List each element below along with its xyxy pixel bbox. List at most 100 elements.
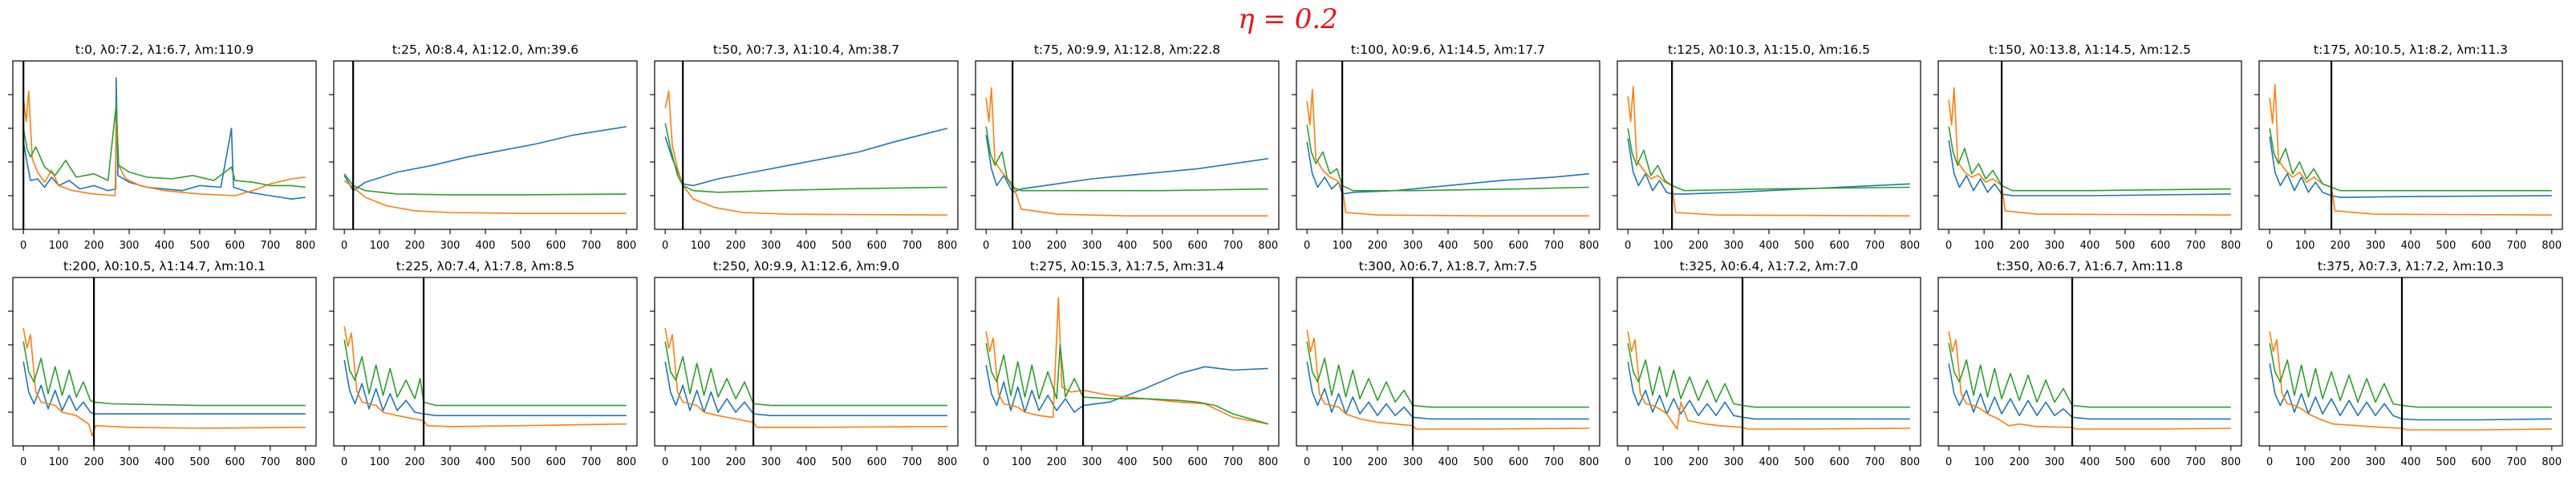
- x-tick-label: 600: [866, 240, 886, 252]
- series-line-2: [343, 339, 627, 407]
- x-tick-label: 200: [2331, 240, 2351, 252]
- x-tick-label: 100: [370, 456, 390, 468]
- subplot-title: t:225, λ0:7.4, λ1:7.8, λm:8.5: [396, 259, 574, 273]
- x-tick-label: 300: [2045, 456, 2065, 468]
- x-tick-label: 400: [155, 240, 175, 252]
- x-tick-label: 700: [581, 456, 601, 468]
- subplot-5: 0 100 200 300 400 500 600 700 800 t:125, λ0:10.3,…: [1613, 43, 1921, 252]
- series-line-0: [22, 361, 306, 415]
- series-line-2: [1306, 124, 1589, 192]
- x-tick-label: 800: [1258, 456, 1278, 468]
- x-tick-label: 500: [190, 240, 210, 252]
- x-tick-label: 0: [1304, 240, 1310, 252]
- x-tick-label: 600: [1187, 456, 1207, 468]
- x-tick-label: 600: [546, 456, 566, 468]
- x-tick-label: 700: [902, 240, 922, 252]
- x-tick-label: 0: [2266, 240, 2273, 252]
- x-tick-label: 0: [1625, 240, 1631, 252]
- axes-frame: [654, 277, 959, 447]
- series-line-0: [1306, 361, 1589, 420]
- axes-frame: [12, 277, 317, 447]
- series-line-1: [2269, 83, 2552, 216]
- series-line-2: [664, 341, 947, 407]
- axes-frame: [1296, 277, 1600, 447]
- x-tick-label: 800: [937, 456, 957, 468]
- series-line-2: [1306, 341, 1589, 408]
- x-tick-label: 700: [260, 240, 280, 252]
- x-tick-label: 400: [476, 456, 496, 468]
- subplot-title: t:300, λ0:6.7, λ1:8.7, λm:7.5: [1359, 259, 1537, 273]
- series-line-0: [1948, 140, 2231, 196]
- x-tick-label: 200: [405, 456, 425, 468]
- x-tick-label: 800: [616, 240, 636, 252]
- series-line-0: [664, 361, 947, 416]
- x-tick-label: 300: [440, 456, 460, 468]
- x-tick-label: 800: [616, 456, 636, 468]
- subplot-title: t:150, λ0:13.8, λ1:14.5, λm:12.5: [1989, 43, 2191, 57]
- axes-frame: [975, 277, 1280, 447]
- x-tick-label: 500: [832, 456, 852, 468]
- x-tick-label: 500: [511, 240, 531, 252]
- series-line-0: [1627, 138, 1910, 195]
- x-tick-label: 100: [2295, 456, 2315, 468]
- series-line-2: [343, 173, 627, 196]
- subplot-7: 0 100 200 300 400 500 600 700 800 t:175, λ0:10.5,…: [2254, 43, 2563, 252]
- x-tick-label: 700: [1223, 240, 1243, 252]
- x-tick-label: 700: [2506, 240, 2526, 252]
- series-line-1: [1627, 85, 1910, 217]
- x-tick-label: 200: [726, 456, 746, 468]
- x-tick-label: 200: [1689, 456, 1709, 468]
- subplot-15: 0 100 200 300 400 500 600 700 800 t:375, λ0:7.3, …: [2254, 259, 2563, 468]
- series-line-1: [343, 326, 627, 427]
- subplot-10: 0 100 200 300 400 500 600 700 800 t:250, λ0:9.9, …: [650, 259, 959, 468]
- series-line-0: [2269, 136, 2552, 198]
- series-line-1: [2269, 331, 2552, 431]
- series-line-0: [22, 77, 306, 200]
- x-tick-label: 500: [1795, 456, 1815, 468]
- x-tick-label: 100: [1333, 240, 1353, 252]
- x-tick-label: 100: [1012, 240, 1032, 252]
- series-line-1: [985, 297, 1268, 425]
- x-tick-label: 100: [691, 240, 711, 252]
- x-tick-label: 800: [1579, 240, 1599, 252]
- x-tick-label: 300: [761, 456, 781, 468]
- series-line-0: [1627, 361, 1910, 420]
- x-tick-label: 400: [2080, 240, 2100, 252]
- x-tick-label: 200: [2331, 456, 2351, 468]
- x-tick-label: 500: [2436, 456, 2456, 468]
- subplot-6: 0 100 200 300 400 500 600 700 800 t:150, λ0:13.8,…: [1933, 43, 2242, 252]
- x-tick-label: 700: [2185, 240, 2205, 252]
- x-tick-label: 400: [1438, 456, 1458, 468]
- subplot-2: 0 100 200 300 400 500 600 700 800 t:50, λ0:7.3, λ…: [650, 43, 959, 252]
- x-tick-label: 700: [2185, 456, 2205, 468]
- x-tick-label: 400: [1438, 240, 1458, 252]
- x-tick-label: 400: [1759, 456, 1779, 468]
- x-tick-label: 500: [2116, 456, 2136, 468]
- subplot-title: t:250, λ0:9.9, λ1:12.6, λm:9.0: [713, 259, 899, 273]
- x-tick-label: 800: [2542, 456, 2562, 468]
- x-tick-label: 0: [662, 240, 668, 252]
- x-tick-label: 500: [2436, 240, 2456, 252]
- x-tick-label: 200: [1047, 456, 1067, 468]
- x-tick-label: 0: [983, 240, 989, 252]
- series-line-2: [1948, 342, 2231, 408]
- series-line-2: [1627, 128, 1910, 192]
- series-line-1: [1948, 87, 2231, 216]
- subplot-11: 0 100 200 300 400 500 600 700 800 t:275, λ0:15.3,…: [971, 259, 1280, 468]
- x-tick-label: 200: [1047, 240, 1067, 252]
- series-line-1: [664, 327, 947, 428]
- x-tick-label: 600: [1508, 456, 1528, 468]
- x-tick-label: 400: [1118, 240, 1138, 252]
- x-tick-label: 600: [866, 456, 886, 468]
- x-tick-label: 800: [2542, 240, 2562, 252]
- series-line-2: [985, 342, 1269, 425]
- series-line-2: [1627, 342, 1910, 408]
- series-line-1: [1306, 329, 1589, 430]
- x-tick-label: 200: [2010, 240, 2030, 252]
- x-tick-label: 400: [155, 456, 175, 468]
- subplot-1: 0 100 200 300 400 500 600 700 800 t:25, λ0:8.4, λ…: [329, 43, 638, 252]
- x-tick-label: 500: [1474, 240, 1494, 252]
- x-tick-label: 300: [2366, 240, 2386, 252]
- axes-frame: [1617, 60, 1921, 230]
